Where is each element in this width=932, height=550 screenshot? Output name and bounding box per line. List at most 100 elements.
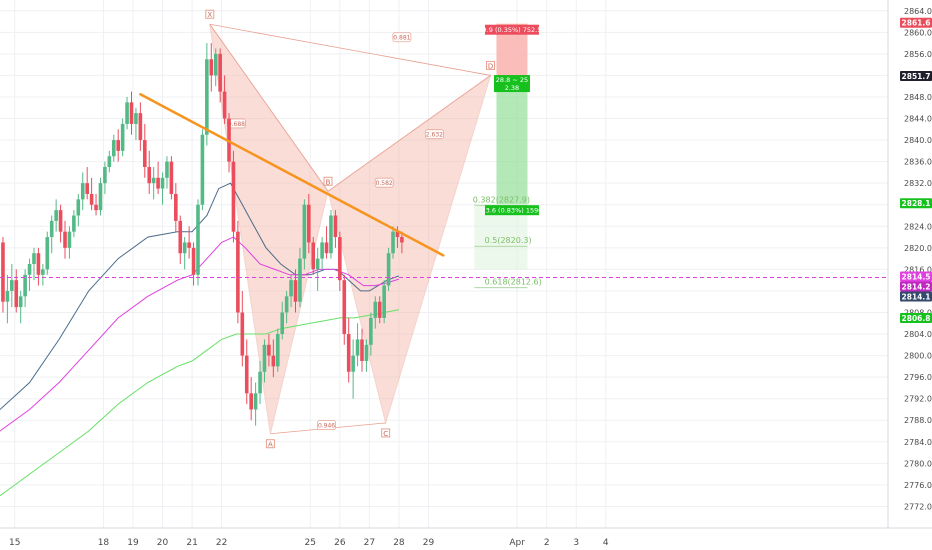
price-tag-box	[900, 291, 932, 302]
y-tick-label: 2844.0	[904, 115, 932, 124]
price-tag-label: 2851.7	[902, 72, 931, 81]
target-label-box	[484, 205, 539, 216]
candle-body	[125, 102, 129, 124]
ratio-label-2: 2.38	[505, 84, 519, 92]
x-tick-label: 26	[334, 538, 346, 548]
candle-body	[386, 253, 391, 286]
x-tick-label: 2	[544, 538, 550, 548]
candle-body	[182, 242, 187, 254]
price-tag-box	[900, 71, 932, 82]
x-tick-label: 18	[98, 538, 110, 548]
x-tick-label: 4	[603, 538, 609, 548]
price-tag-box	[900, 271, 932, 282]
fib-label: 0.5(2820.3)	[485, 236, 532, 245]
pattern-point-box	[265, 439, 275, 449]
candle-body	[240, 312, 245, 356]
x-tick-label: 22	[216, 538, 227, 548]
candle-body	[191, 247, 196, 275]
candle-body	[338, 237, 342, 281]
x-tick-label: 21	[186, 538, 197, 548]
pattern-point-label: B	[326, 178, 331, 186]
fib-label: 0.382(2827.9)	[473, 195, 530, 204]
trendline[interactable]	[139, 93, 445, 257]
candle-body	[151, 177, 156, 184]
pattern-diagonal	[209, 23, 491, 76]
y-tick-label: 2848.0	[904, 93, 932, 102]
candle-body	[329, 215, 333, 254]
y-tick-label: 2800.0	[904, 352, 932, 361]
x-tick-label: 25	[305, 538, 316, 548]
candle-body	[293, 280, 298, 302]
candle-body	[107, 156, 112, 168]
pattern-point-label: C	[383, 430, 388, 438]
pattern-ratio-label: 0.582	[376, 180, 393, 187]
candle-body	[120, 123, 125, 151]
candle-body	[72, 215, 76, 232]
candle-body	[1, 242, 5, 302]
pattern-ratio-box	[374, 177, 394, 188]
candle-body	[178, 220, 183, 254]
candle-body	[213, 53, 218, 76]
zones	[474, 23, 528, 289]
x-tick-label: Apr	[509, 538, 525, 548]
price-tag-box	[900, 312, 932, 323]
grid	[0, 0, 888, 528]
pattern-ratio-label: 0.688	[228, 121, 245, 128]
candle-body	[382, 285, 386, 318]
candle-body	[63, 231, 67, 248]
y-tick-label: 2772.0	[904, 502, 932, 511]
candle-body	[147, 167, 152, 184]
candle-body	[258, 371, 262, 394]
price-tag-label: 2814.1	[902, 292, 931, 301]
overlay[interactable]: 0.382(2827.9) 0.5(2820.3) 0.618(2812.6) 9.9…	[0, 24, 888, 287]
x-tick-label: 20	[157, 538, 169, 548]
candle-body	[160, 177, 165, 189]
ratio-label: 28.8 ~ 25	[496, 76, 528, 84]
candle-body	[395, 231, 400, 238]
y-tick-label: 2864.0	[904, 7, 932, 16]
moving-average-line	[0, 182, 400, 410]
candle-body	[284, 296, 289, 313]
candle-body	[156, 177, 160, 189]
y-tick-label: 2776.0	[904, 481, 932, 490]
moving-average-line	[0, 236, 400, 432]
candle-body	[373, 301, 378, 318]
y-tick-label: 2780.0	[904, 459, 932, 468]
price-tag-label: 2861.6	[902, 19, 931, 28]
candle-body	[280, 312, 285, 335]
y-tick-label: 2832.0	[904, 179, 932, 188]
candle-body	[209, 59, 214, 76]
x-tick-label: 3	[573, 538, 579, 548]
candle-body	[320, 242, 324, 259]
pattern-point-box	[205, 9, 215, 19]
candle-body	[85, 183, 89, 194]
y-tick-label: 2836.0	[904, 158, 932, 167]
candle-body	[377, 301, 382, 318]
y-tick-label: 2784.0	[904, 438, 932, 447]
candle-body	[58, 210, 63, 232]
pattern-point-box	[381, 428, 391, 438]
candle-body	[200, 134, 205, 205]
fib-zone	[474, 204, 528, 270]
candle-body	[289, 280, 293, 297]
fib-label: 0.618(2812.6)	[485, 278, 542, 287]
pattern-ratio-label: 0.946	[318, 423, 335, 430]
candle-body	[333, 215, 338, 238]
price-tag-label: 2806.8	[902, 314, 931, 323]
candle-body	[41, 269, 45, 275]
candle-body	[94, 204, 98, 211]
candle-body	[54, 210, 58, 221]
candle-body	[315, 258, 320, 270]
y-tick-label: 2804.0	[904, 330, 932, 339]
candle-body	[275, 334, 280, 367]
candle-body	[67, 231, 72, 248]
candle-body	[222, 91, 227, 119]
candle-body	[311, 242, 316, 270]
candle-body	[187, 242, 191, 248]
candle-body	[262, 344, 267, 372]
harmonic-pattern[interactable]: X A B C D 0.688 0.881 0.946 0.582 2.632	[205, 9, 496, 449]
candle-body	[236, 231, 240, 313]
